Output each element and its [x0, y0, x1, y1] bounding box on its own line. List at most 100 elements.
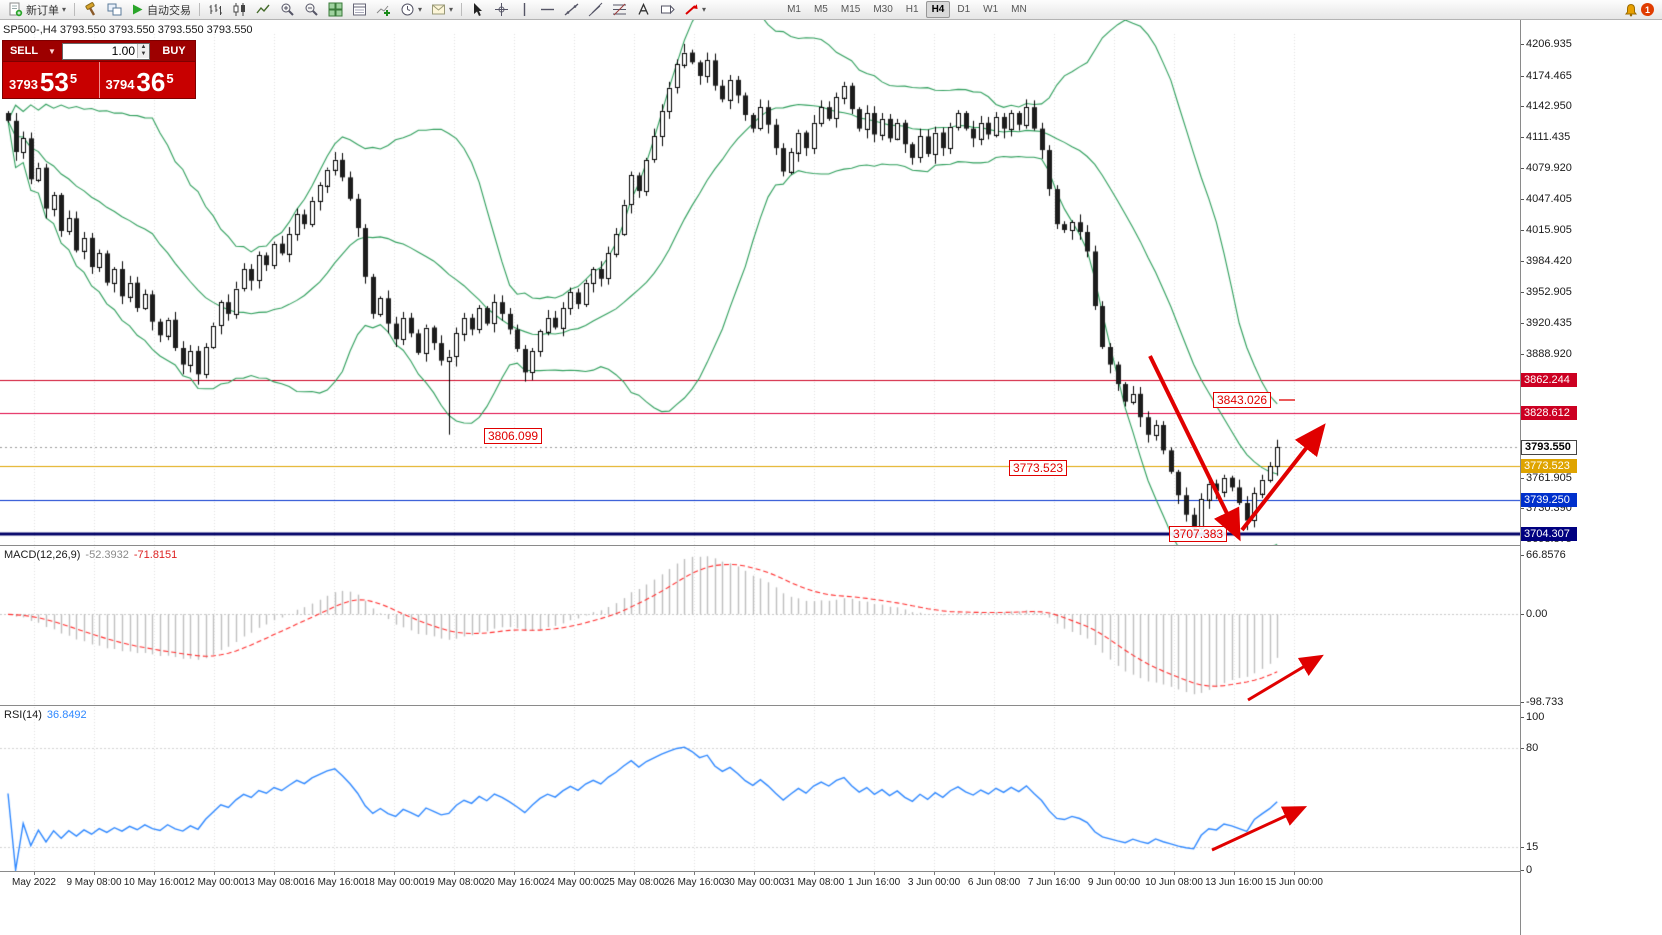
price-level-label[interactable]: 3739.250 [1521, 492, 1577, 507]
sell-price-button[interactable]: 3793 53 5 [3, 62, 99, 98]
timeframe-D1[interactable]: D1 [957, 4, 971, 15]
time-axis-label: 31 May 08:00 [783, 877, 845, 888]
windows-icon [107, 3, 122, 16]
price-axis-tick: 4111.435 [1520, 130, 1571, 143]
main-chart-canvas[interactable] [0, 20, 1520, 547]
chart-bars-button[interactable] [204, 1, 227, 19]
time-axis-tickmark [1234, 872, 1235, 875]
add-indicator-button[interactable] [372, 1, 395, 19]
rsi-panel-label: RSI(14) 36.8492 [4, 709, 87, 721]
time-axis-label: 15 Jun 00:00 [1265, 877, 1323, 888]
price-axis-tick: 3952.905 [1521, 285, 1572, 298]
time-axis-tickmark [934, 872, 935, 875]
trendline-icon [564, 3, 579, 16]
trade-panel-prices: 3793 53 5 3794 36 5 [3, 62, 195, 98]
chart-line-button[interactable] [252, 1, 275, 19]
timeframe-M1[interactable]: M1 [787, 4, 801, 15]
macd-axis-tick: 0.00 [1520, 608, 1548, 621]
macd-value-1: -52.3932 [85, 549, 129, 561]
price-axis-tick: 3920.435 [1521, 317, 1572, 330]
volume-input[interactable] [63, 44, 137, 58]
sell-button[interactable]: SELL [9, 45, 39, 57]
templates-button[interactable]: ▾ [427, 1, 457, 19]
crosshair-icon [495, 3, 509, 16]
time-axis-tickmark [754, 872, 755, 875]
vertical-line-button[interactable] [514, 1, 535, 19]
price-callout-label[interactable]: 3773.523 [1009, 460, 1068, 476]
data-window-button[interactable] [348, 1, 371, 19]
macd-panel-canvas[interactable] [0, 547, 1520, 705]
timeframe-M15[interactable]: M15 [840, 4, 861, 15]
buy-price-big: 36 [136, 67, 166, 97]
buy-button[interactable]: BUY [162, 45, 186, 57]
tile-windows-button[interactable] [324, 1, 347, 19]
timeframe-MN[interactable]: MN [1011, 4, 1027, 15]
macd-name: MACD(12,26,9) [4, 549, 81, 561]
market-watch-button[interactable] [103, 1, 126, 19]
periods-button[interactable]: ▾ [396, 1, 426, 19]
auto-trading-label: 自动交易 [147, 4, 192, 17]
price-level-label[interactable]: 3828.612 [1521, 405, 1577, 420]
zoom-in-icon [281, 3, 294, 16]
rsi-axis-tick: 0 [1520, 864, 1533, 876]
panel-separator[interactable] [0, 705, 1580, 707]
label-tool-button[interactable] [656, 1, 679, 19]
horizontal-line-button[interactable] [536, 1, 559, 19]
new-order-button[interactable]: 新订单 ▾ [4, 1, 70, 19]
price-axis-tick: 4142.950 [1521, 100, 1572, 113]
timeframe-W1[interactable]: W1 [983, 4, 999, 15]
time-axis-tickmark [514, 872, 515, 875]
price-level-label[interactable]: 3862.244 [1521, 372, 1577, 387]
volume-stepper: ▲ ▼ [137, 44, 149, 58]
buy-price-button[interactable]: 3794 36 5 [98, 62, 196, 98]
bid-price-label: 3793.550 [1521, 439, 1577, 455]
price-callout-label[interactable]: 3707.383 [1169, 526, 1228, 542]
cursor-button[interactable] [466, 1, 489, 19]
panel-separator[interactable] [0, 545, 1580, 547]
vertical-line-icon [523, 3, 526, 16]
buy-price-sup: 5 [166, 71, 174, 86]
timeframe-H4[interactable]: H4 [925, 1, 951, 18]
auto-trading-play-icon [133, 4, 143, 15]
notification-badge[interactable]: 1 [1641, 3, 1654, 16]
rsi-name: RSI(14) [4, 709, 42, 721]
price-axis[interactable]: 4206.935 4174.465 4142.950 4111.435 4079.920… [1520, 20, 1582, 935]
volume-down-icon[interactable]: ▼ [138, 51, 149, 58]
new-order-icon [9, 2, 23, 17]
rsi-axis-tick: 15 [1520, 841, 1539, 854]
auto-trading-button[interactable]: 自动交易 [127, 1, 195, 19]
time-axis[interactable]: May 2022 9 May 08:00 10 May 16:00 12 May 00… [0, 871, 1580, 895]
price-callout-label[interactable]: 3806.099 [484, 428, 543, 444]
timeframe-M30[interactable]: M30 [873, 4, 893, 15]
timeframe-M5[interactable]: M5 [813, 4, 828, 15]
text-tool-button[interactable] [632, 1, 655, 19]
fibonacci-button[interactable] [608, 1, 631, 19]
chart-candles-button[interactable] [228, 1, 251, 19]
zoom-out-button[interactable] [300, 1, 323, 19]
order-type-caret-icon[interactable]: ▼ [48, 46, 56, 56]
volume-up-icon[interactable]: ▲ [138, 44, 149, 51]
price-axis-tick: 4206.935 [1521, 37, 1572, 50]
channel-icon [588, 2, 603, 17]
time-axis-tickmark [814, 872, 815, 875]
tools-hammer-button[interactable] [79, 1, 102, 19]
rsi-value: 36.8492 [46, 709, 87, 721]
bar-chart-icon [209, 4, 223, 15]
trendline-button[interactable] [560, 1, 583, 19]
template-icon [432, 4, 446, 15]
arrows-tool-button[interactable]: ▾ [680, 1, 710, 19]
timeframe-H1[interactable]: H1 [905, 4, 919, 15]
time-axis-label: 1 Jun 16:00 [847, 877, 901, 888]
zoom-in-button[interactable] [276, 1, 299, 19]
timeframe-buttons: M1 M5 M15 M30 H1 H4 D1 W1 MN [781, 1, 1033, 18]
rsi-panel-canvas[interactable] [0, 707, 1520, 871]
channel-button[interactable] [584, 1, 607, 19]
price-callout-label[interactable]: 3843.026 [1213, 392, 1272, 408]
price-level-label[interactable]: 3704.307 [1521, 526, 1577, 541]
periods-caret-icon: ▾ [418, 4, 423, 14]
templates-caret-icon: ▾ [449, 4, 454, 14]
time-axis-tickmark [1114, 872, 1115, 875]
price-level-label[interactable]: 3773.523 [1521, 459, 1577, 474]
crosshair-button[interactable] [490, 1, 513, 19]
